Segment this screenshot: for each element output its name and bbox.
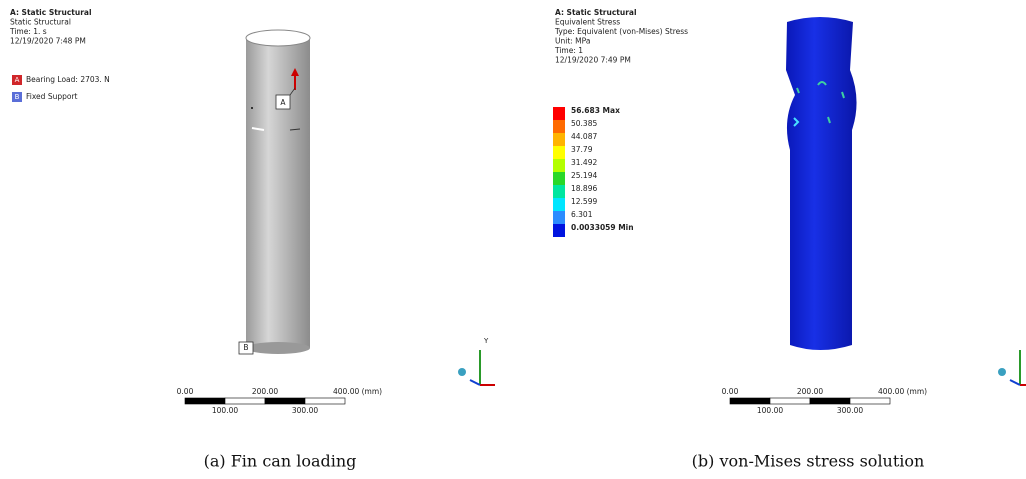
scale-label: 400.00 (mm) xyxy=(333,387,382,396)
contour-label: 25.194 xyxy=(571,171,597,180)
caption: (b) von-Mises stress solution xyxy=(692,452,925,471)
contour-band xyxy=(553,224,565,237)
header-line: A: Static Structural xyxy=(10,8,92,17)
axis-triad xyxy=(458,350,1026,385)
contour-label: 50.385 xyxy=(571,119,597,128)
legend-label: Bearing Load: 2703. N xyxy=(26,75,110,84)
caption: (a) Fin can loading xyxy=(204,452,357,471)
contour-band xyxy=(553,146,565,159)
scale-label: 200.00 xyxy=(797,387,823,396)
scale-label: 100.00 xyxy=(757,406,783,415)
stress-model xyxy=(786,17,857,350)
scale-label: 300.00 xyxy=(837,406,863,415)
contour-label: 44.087 xyxy=(571,132,597,141)
scale-segment xyxy=(305,398,345,404)
axis-label: Y xyxy=(483,337,489,345)
scale-segment xyxy=(225,398,265,404)
scale-segment xyxy=(185,398,225,404)
header-line: Unit: MPa xyxy=(555,37,590,46)
contour-label: 31.492 xyxy=(571,158,597,167)
scale-label: 200.00 xyxy=(252,387,278,396)
contour-band xyxy=(553,198,565,211)
scale-label: 0.00 xyxy=(722,387,739,396)
contour-band xyxy=(553,185,565,198)
contour-label: 6.301 xyxy=(571,210,593,219)
callout: B xyxy=(243,343,248,352)
header-line: Equivalent Stress xyxy=(555,18,620,27)
contour-band xyxy=(553,107,565,120)
contour-label: 18.896 xyxy=(571,184,597,193)
scale-segment xyxy=(730,398,770,404)
scale-label: 300.00 xyxy=(292,406,318,415)
header-line: Type: Equivalent (von-Mises) Stress xyxy=(554,27,688,36)
scale-segment xyxy=(770,398,810,404)
contour-band xyxy=(553,159,565,172)
scale-segment xyxy=(810,398,850,404)
scale-segment xyxy=(265,398,305,404)
header-line: A: Static Structural xyxy=(555,8,637,17)
header-line: Time: 1. s xyxy=(9,27,47,36)
callout: A xyxy=(280,98,286,107)
legend-tag: A xyxy=(15,76,20,84)
legend-label: Fixed Support xyxy=(26,92,78,101)
contour-band xyxy=(553,133,565,146)
scale-label: 100.00 xyxy=(212,406,238,415)
legend-tag: B xyxy=(15,93,20,101)
cylinder-model xyxy=(239,30,310,354)
contour-band xyxy=(553,211,565,224)
contour-band xyxy=(553,172,565,185)
contour-label: 12.599 xyxy=(571,197,597,206)
header-line: 12/19/2020 7:49 PM xyxy=(555,56,631,65)
scale-label: 400.00 (mm) xyxy=(878,387,927,396)
contour-label: 0.0033059 Min xyxy=(571,223,634,232)
header-line: Time: 1 xyxy=(554,46,583,55)
contour-label: 37.79 xyxy=(571,145,593,154)
scale-label: 0.00 xyxy=(177,387,194,396)
scale-segment xyxy=(850,398,890,404)
contour-band xyxy=(553,120,565,133)
contour-label: 56.683 Max xyxy=(571,106,620,115)
header-line: Static Structural xyxy=(10,18,71,27)
figure: A: Static StructuralStatic StructuralTim… xyxy=(0,0,1026,479)
header-line: 12/19/2020 7:48 PM xyxy=(10,37,86,46)
